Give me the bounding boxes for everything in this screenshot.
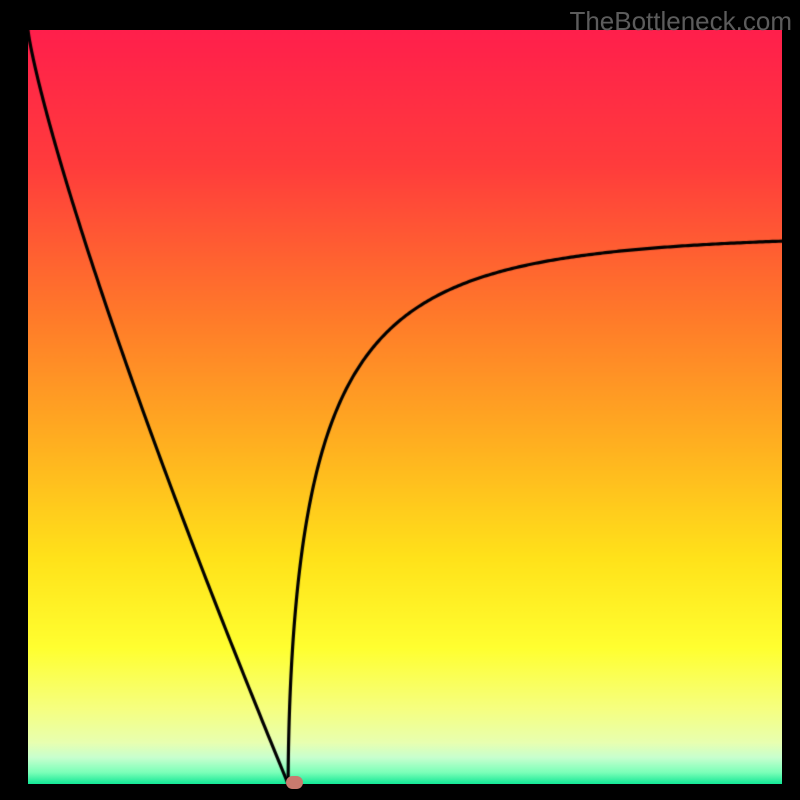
- bottleneck-curve: [28, 30, 782, 784]
- watermark-text: TheBottleneck.com: [569, 6, 792, 37]
- optimal-marker: [286, 776, 303, 789]
- plot-area: [28, 30, 782, 784]
